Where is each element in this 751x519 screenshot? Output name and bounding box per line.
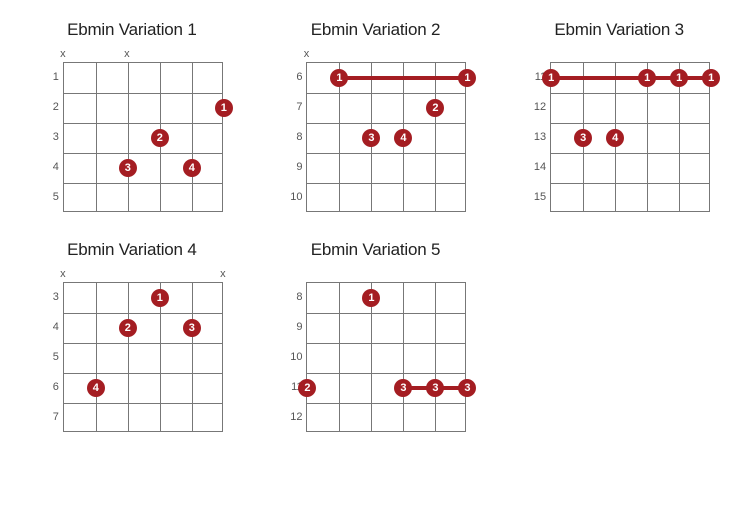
chord-title: Ebmin Variation 4 — [67, 240, 197, 260]
finger-dot: 1 — [330, 69, 348, 87]
fret-number: 12 — [284, 411, 302, 423]
finger-dot: 3 — [574, 129, 592, 147]
fret-number: 7 — [41, 411, 59, 423]
fret-number: 10 — [284, 351, 302, 363]
fret-number: 15 — [528, 191, 546, 203]
fret-number: 10 — [284, 191, 302, 203]
chord-diagram: xx345671234 — [41, 268, 223, 432]
finger-dot: 2 — [298, 379, 316, 397]
fretboard: 1234 — [63, 62, 223, 212]
chord-card: Ebmin Variation 2x67891011234 — [268, 20, 484, 212]
fret-number: 4 — [41, 161, 59, 173]
mute-mark: x — [124, 48, 130, 60]
finger-dot: 1 — [151, 289, 169, 307]
fret-number: 2 — [41, 101, 59, 113]
chord-card: Ebmin Variation 4xx345671234 — [24, 240, 240, 432]
fret-number: 13 — [528, 131, 546, 143]
fret-number: 3 — [41, 131, 59, 143]
fret-number: 8 — [284, 131, 302, 143]
fret-number: 7 — [284, 101, 302, 113]
mute-mark: x — [60, 268, 66, 280]
finger-dot: 1 — [215, 99, 233, 117]
finger-dot: 3 — [362, 129, 380, 147]
finger-dot: 3 — [183, 319, 201, 337]
fret-number: 8 — [284, 291, 302, 303]
finger-dot: 3 — [394, 379, 412, 397]
finger-dot: 1 — [362, 289, 380, 307]
fret-number: 1 — [41, 71, 59, 83]
fret-number: 14 — [528, 161, 546, 173]
fret-number: 6 — [284, 71, 302, 83]
chord-title: Ebmin Variation 3 — [554, 20, 684, 40]
chord-title: Ebmin Variation 5 — [311, 240, 441, 260]
fretboard: 12 3 4 — [63, 282, 223, 432]
chord-diagram: xx123451234 — [41, 48, 223, 212]
finger-dot: 3 — [426, 379, 444, 397]
fret-number: 5 — [41, 351, 59, 363]
chord-diagram: x67891011234 — [284, 48, 466, 212]
finger-dot: 1 — [458, 69, 476, 87]
chord-grid: Ebmin Variation 1xx123451234Ebmin Variat… — [24, 20, 727, 432]
finger-dot: 2 — [426, 99, 444, 117]
fret-number: 6 — [41, 381, 59, 393]
finger-dot: 4 — [87, 379, 105, 397]
chord-title: Ebmin Variation 1 — [67, 20, 197, 40]
finger-dot: 1 — [670, 69, 688, 87]
finger-dot: 1 — [702, 69, 720, 87]
chord-card: Ebmin Variation 58910111212333 — [268, 240, 484, 432]
fret-number: 9 — [284, 161, 302, 173]
fret-number: 3 — [41, 291, 59, 303]
fret-number: 4 — [41, 321, 59, 333]
mute-mark: x — [304, 48, 310, 60]
finger-dot: 3 — [119, 159, 137, 177]
chord-card: Ebmin Variation 31112131415111134 — [511, 20, 727, 212]
mute-mark: x — [60, 48, 66, 60]
chord-diagram: 1112131415111134 — [528, 48, 710, 212]
finger-dot: 2 — [151, 129, 169, 147]
fretboard: 12333 — [306, 282, 466, 432]
finger-dot: 2 — [119, 319, 137, 337]
chord-diagram: 8910111212333 — [284, 268, 466, 432]
fret-number: 5 — [41, 191, 59, 203]
fretboard: 11234 — [306, 62, 466, 212]
finger-dot: 4 — [183, 159, 201, 177]
mute-mark: x — [220, 268, 226, 280]
fret-number: 12 — [528, 101, 546, 113]
chord-card: Ebmin Variation 1xx123451234 — [24, 20, 240, 212]
finger-dot: 1 — [638, 69, 656, 87]
finger-dot: 4 — [606, 129, 624, 147]
finger-dot: 1 — [542, 69, 560, 87]
fretboard: 111134 — [550, 62, 710, 212]
finger-dot: 4 — [394, 129, 412, 147]
finger-dot: 3 — [458, 379, 476, 397]
chord-title: Ebmin Variation 2 — [311, 20, 441, 40]
barre — [339, 76, 467, 80]
fret-number: 9 — [284, 321, 302, 333]
